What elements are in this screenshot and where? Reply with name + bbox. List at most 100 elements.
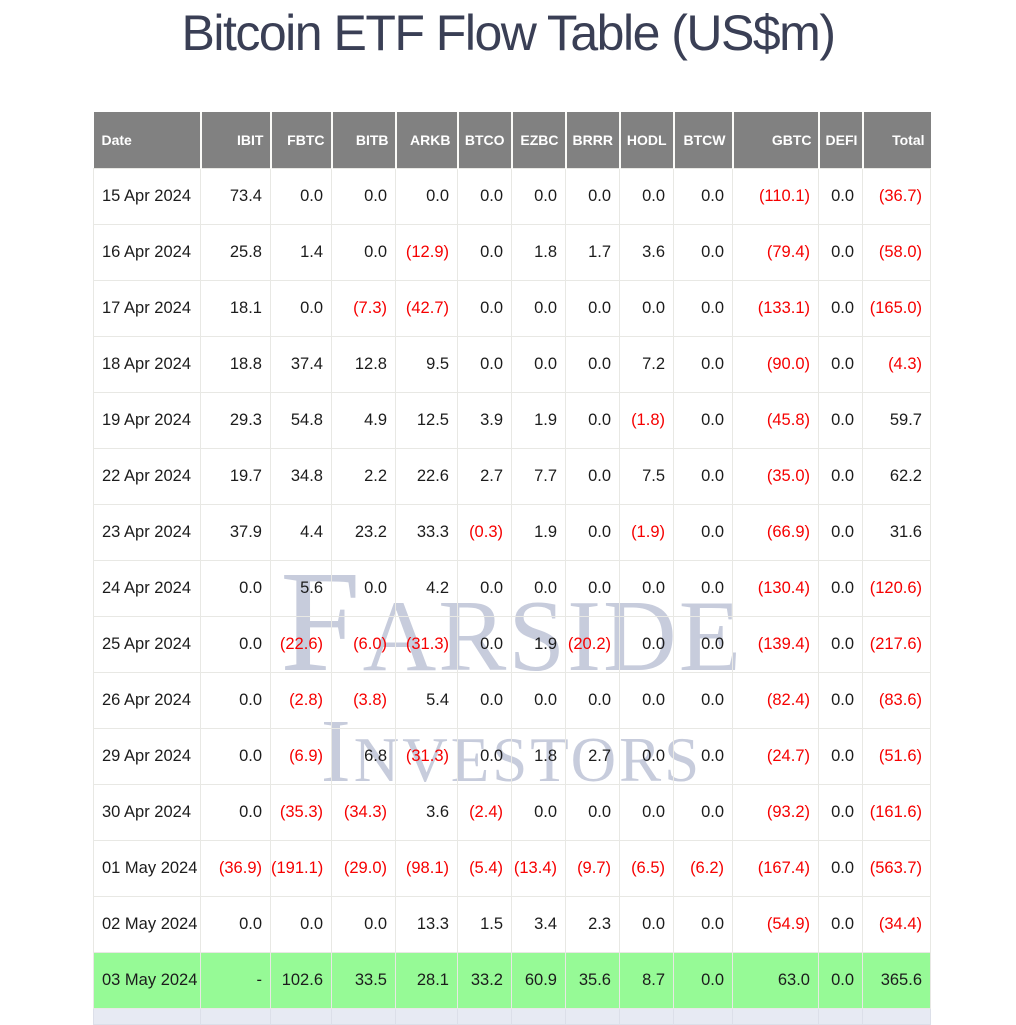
value-cell: 37.4 [270, 335, 332, 393]
value-cell: 1.8 [511, 223, 566, 281]
value-cell: 4.9 [331, 391, 396, 449]
value-cell: 0.0 [673, 223, 733, 281]
column-header-hodl: HODL [619, 112, 675, 168]
etf-flow-table-zone: Farside Investors Date IBIT FBTC BITB ARKB BT… [93, 112, 931, 1025]
value-cell: (29.0) [331, 839, 396, 897]
value-cell: (120.6) [862, 559, 931, 617]
table-row: 02 May 2024 0.0 0.0 0.0 13.3 1.5 3.4 2.3 0.0 0.0(… [93, 895, 931, 953]
column-header-bitb: BITB [331, 112, 397, 168]
value-cell: 0.0 [331, 895, 396, 953]
table-row: 22 Apr 2024 19.7 34.8 2.2 22.6 2.7 7.7 0.0 7.5 0.… [93, 447, 931, 505]
partial-next-row [93, 1007, 931, 1025]
date-cell: 26 Apr 2024 [93, 671, 201, 729]
value-cell: (6.9) [270, 727, 332, 785]
table-row: 19 Apr 2024 29.3 54.8 4.9 12.5 3.9 1.9 0.0 (1.8)… [93, 391, 931, 449]
value-cell: 5.4 [395, 671, 458, 729]
value-cell: (42.7) [395, 279, 458, 337]
value-cell: 0.0 [818, 783, 863, 841]
value-cell: 0.0 [200, 895, 271, 953]
value-cell: (36.9) [200, 839, 271, 897]
value-cell: (6.2) [673, 839, 733, 897]
value-cell: 8.7 [619, 951, 674, 1009]
flow-table: Date IBIT FBTC BITB ARKB BTCO EZBC BRRR HODL BTCW… [93, 112, 931, 1025]
value-cell: (130.4) [732, 559, 819, 617]
value-cell: 7.2 [619, 335, 674, 393]
partial-cell [395, 1007, 458, 1025]
value-cell: (35.3) [270, 783, 332, 841]
value-cell: (45.8) [732, 391, 819, 449]
value-cell: 0.0 [511, 167, 566, 225]
value-cell: 0.0 [395, 167, 458, 225]
value-cell: 0.0 [511, 279, 566, 337]
table-row: 16 Apr 2024 25.8 1.4 0.0 (12.9) 0.0 1.8 1.7 3.6 0… [93, 223, 931, 281]
date-cell: 23 Apr 2024 [93, 503, 201, 561]
partial-cell [673, 1007, 733, 1025]
value-cell: (36.7) [862, 167, 931, 225]
date-cell: 22 Apr 2024 [93, 447, 201, 505]
value-cell: (90.0) [732, 335, 819, 393]
value-cell: 59.7 [862, 391, 931, 449]
column-header-total: Total [862, 112, 931, 168]
value-cell: (217.6) [862, 615, 931, 673]
value-cell: 12.8 [331, 335, 396, 393]
value-cell: 0.0 [511, 559, 566, 617]
value-cell: 18.1 [200, 279, 271, 337]
value-cell: 0.0 [619, 895, 674, 953]
column-header-ibit: IBIT [200, 112, 272, 168]
date-cell: 02 May 2024 [93, 895, 201, 953]
value-cell: (24.7) [732, 727, 819, 785]
value-cell: 3.9 [457, 391, 512, 449]
value-cell: 0.0 [457, 167, 512, 225]
value-cell: 1.7 [565, 223, 620, 281]
value-cell: 62.2 [862, 447, 931, 505]
value-cell: (82.4) [732, 671, 819, 729]
value-cell: (51.6) [862, 727, 931, 785]
value-cell: (6.0) [331, 615, 396, 673]
value-cell: (22.6) [270, 615, 332, 673]
date-cell: 25 Apr 2024 [93, 615, 201, 673]
value-cell: 23.2 [331, 503, 396, 561]
value-cell: (1.8) [619, 391, 674, 449]
value-cell: 0.0 [565, 559, 620, 617]
column-header-gbtc: GBTC [732, 112, 820, 168]
value-cell: 6.8 [331, 727, 396, 785]
value-cell: (3.8) [331, 671, 396, 729]
value-cell: 0.0 [200, 727, 271, 785]
table-row: 29 Apr 2024 0.0 (6.9) 6.8 (31.3) 0.0 1.8 2.7 0.0… [93, 727, 931, 785]
value-cell: 29.3 [200, 391, 271, 449]
value-cell: 0.0 [331, 559, 396, 617]
value-cell: 0.0 [457, 727, 512, 785]
value-cell: (139.4) [732, 615, 819, 673]
value-cell: 0.0 [673, 615, 733, 673]
value-cell: 0.0 [619, 615, 674, 673]
value-cell: 63.0 [732, 951, 819, 1009]
column-header-arkb: ARKB [395, 112, 459, 168]
value-cell: 0.0 [619, 671, 674, 729]
value-cell: 28.1 [395, 951, 458, 1009]
value-cell: 0.0 [565, 167, 620, 225]
value-cell: 2.7 [565, 727, 620, 785]
value-cell: 54.8 [270, 391, 332, 449]
value-cell: 0.0 [818, 447, 863, 505]
value-cell: (191.1) [270, 839, 332, 897]
page-title: Bitcoin ETF Flow Table (US$m) [181, 5, 836, 61]
column-header-fbtc: FBTC [270, 112, 333, 168]
date-cell: 15 Apr 2024 [93, 167, 201, 225]
table-row: 01 May 2024 (36.9) (191.1) (29.0) (98.1) (5.4… [93, 839, 931, 897]
table-row: 23 Apr 2024 37.9 4.4 23.2 33.3 (0.3) 1.9 0.0 (1.… [93, 503, 931, 561]
value-cell: (12.9) [395, 223, 458, 281]
value-cell: 0.0 [511, 783, 566, 841]
value-cell: 4.4 [270, 503, 332, 561]
value-cell: 37.9 [200, 503, 271, 561]
value-cell: (1.9) [619, 503, 674, 561]
table-row-highlighted: 03 May 2024-102.6 33.5 28.1 33.2 60.9 35.6 8.7… [93, 951, 931, 1009]
column-header-ezbc: EZBC [511, 112, 567, 168]
partial-cell [93, 1007, 201, 1025]
value-cell: 0.0 [511, 671, 566, 729]
date-cell: 24 Apr 2024 [93, 559, 201, 617]
value-cell: 0.0 [565, 447, 620, 505]
value-cell: 3.6 [395, 783, 458, 841]
table-row: 15 Apr 2024 73.4 0.0 0.0 0.0 0.0 0.0 0.0 0.0 0.0(… [93, 167, 931, 225]
value-cell: (35.0) [732, 447, 819, 505]
value-cell: 0.0 [200, 671, 271, 729]
